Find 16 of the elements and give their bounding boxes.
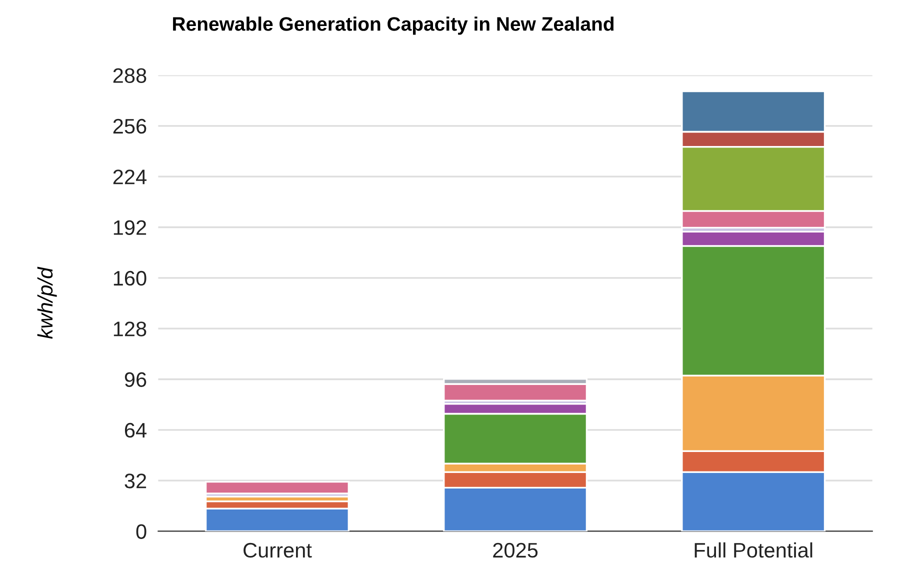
y-tick-label: 0 <box>136 524 146 539</box>
y-tick-label: 256 <box>113 118 146 134</box>
x-tick-label: 2025 <box>493 542 538 558</box>
y-tick-label: 128 <box>114 322 146 336</box>
y-tick-label: 160 <box>114 270 146 286</box>
y-tick-label: 192 <box>114 220 146 235</box>
x-tick-label: Full Potential <box>694 542 812 558</box>
x-tick-label: Current <box>244 542 312 558</box>
y-tick-label: 224 <box>113 170 146 184</box>
y-tick-label: 64 <box>124 422 146 438</box>
bar <box>204 481 350 494</box>
y-axis-title: kwh/p/d <box>37 266 57 339</box>
chart-title: Renewable Generation Capacity in New Zealand <box>173 16 614 35</box>
y-tick-label: 32 <box>124 474 146 488</box>
y-tick-label: 288 <box>113 68 146 83</box>
y-tick-label: 96 <box>124 372 146 387</box>
